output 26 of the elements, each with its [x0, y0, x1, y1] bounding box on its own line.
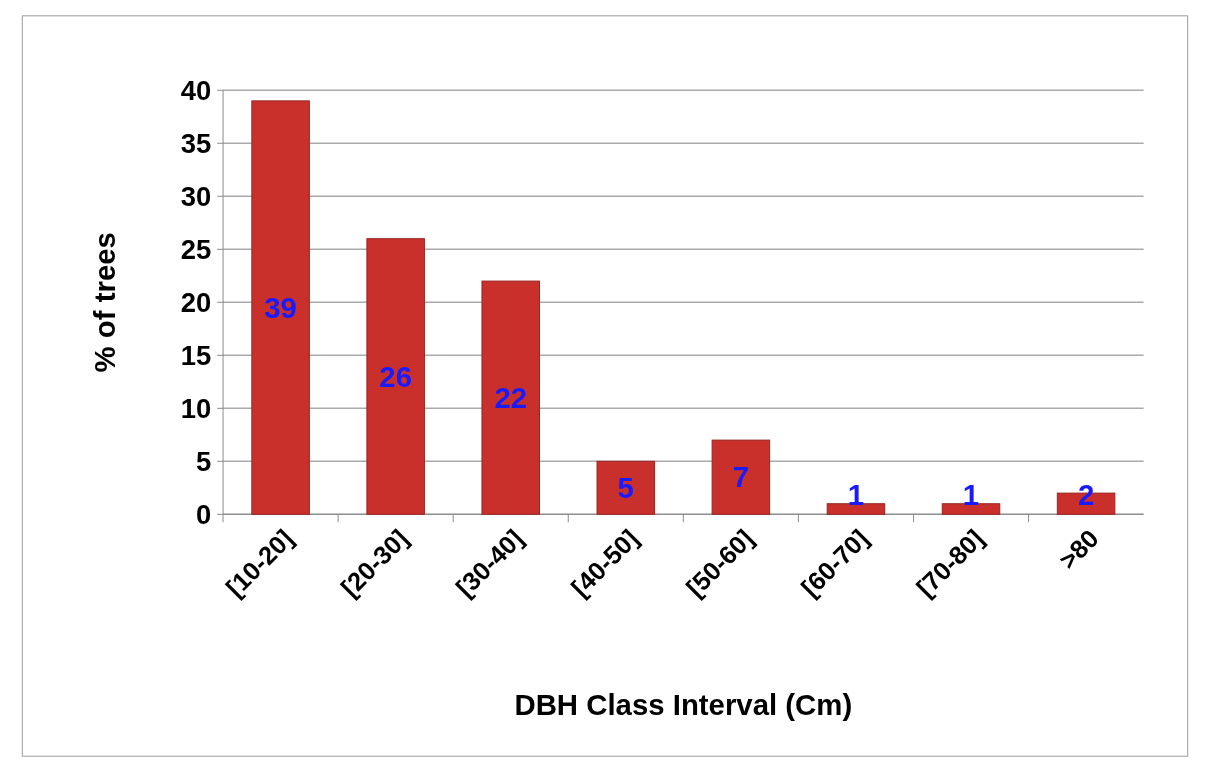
- data-label: 39: [264, 290, 297, 324]
- data-label: 1: [962, 478, 980, 512]
- y-tick-label: 10: [180, 392, 212, 424]
- bar: [596, 460, 656, 515]
- y-axis-title: % of trees: [88, 232, 122, 373]
- data-label: 26: [379, 359, 412, 393]
- bar: [481, 280, 540, 515]
- bar: [826, 503, 886, 515]
- bar: [941, 503, 1001, 515]
- y-tick-label: 30: [180, 180, 212, 212]
- x-tick-label: >80: [1053, 523, 1104, 575]
- x-axis-title: DBH Class Interval (Cm): [514, 688, 853, 722]
- bar: [366, 238, 425, 515]
- data-label: 22: [494, 380, 528, 414]
- y-tick-label: 40: [180, 74, 212, 106]
- y-tick-label: 5: [196, 445, 212, 477]
- y-tick-label: 15: [180, 339, 212, 371]
- bar: [711, 439, 771, 515]
- bar: [251, 100, 310, 515]
- y-tick-label: 25: [180, 233, 212, 265]
- y-tick-label: 20: [180, 286, 212, 318]
- data-label: 1: [847, 478, 865, 512]
- y-tick-label: 0: [196, 498, 212, 530]
- y-tick-label: 35: [180, 127, 212, 159]
- data-label: 5: [617, 471, 634, 505]
- data-label: 7: [732, 460, 750, 494]
